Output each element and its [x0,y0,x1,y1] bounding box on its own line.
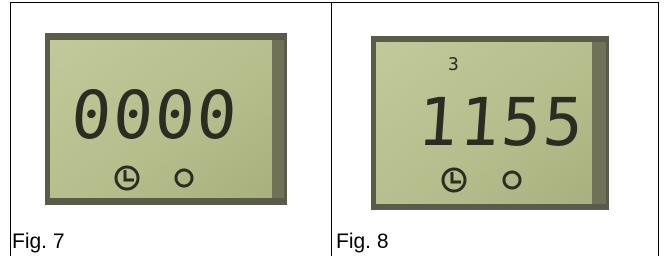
lcd-digits: 0000 [69,77,241,154]
lcd-figure-7: 0000 [45,33,287,205]
lcd-edge [592,42,606,204]
lcd-digits: 1155 [415,84,587,161]
page: 0000 Fig. 7 3 1155 Fig. 8 (() => { const… [0,0,666,256]
lcd-indicator: 3 [448,54,459,75]
caption: Fig. 7 [12,230,65,253]
lcd-edge [272,40,284,198]
caption: Fig. 8 [336,230,389,253]
lcd-figure-8: 3 1155 [371,36,609,210]
figure-table: 0000 Fig. 7 3 1155 Fig. 8 [0,0,666,256]
